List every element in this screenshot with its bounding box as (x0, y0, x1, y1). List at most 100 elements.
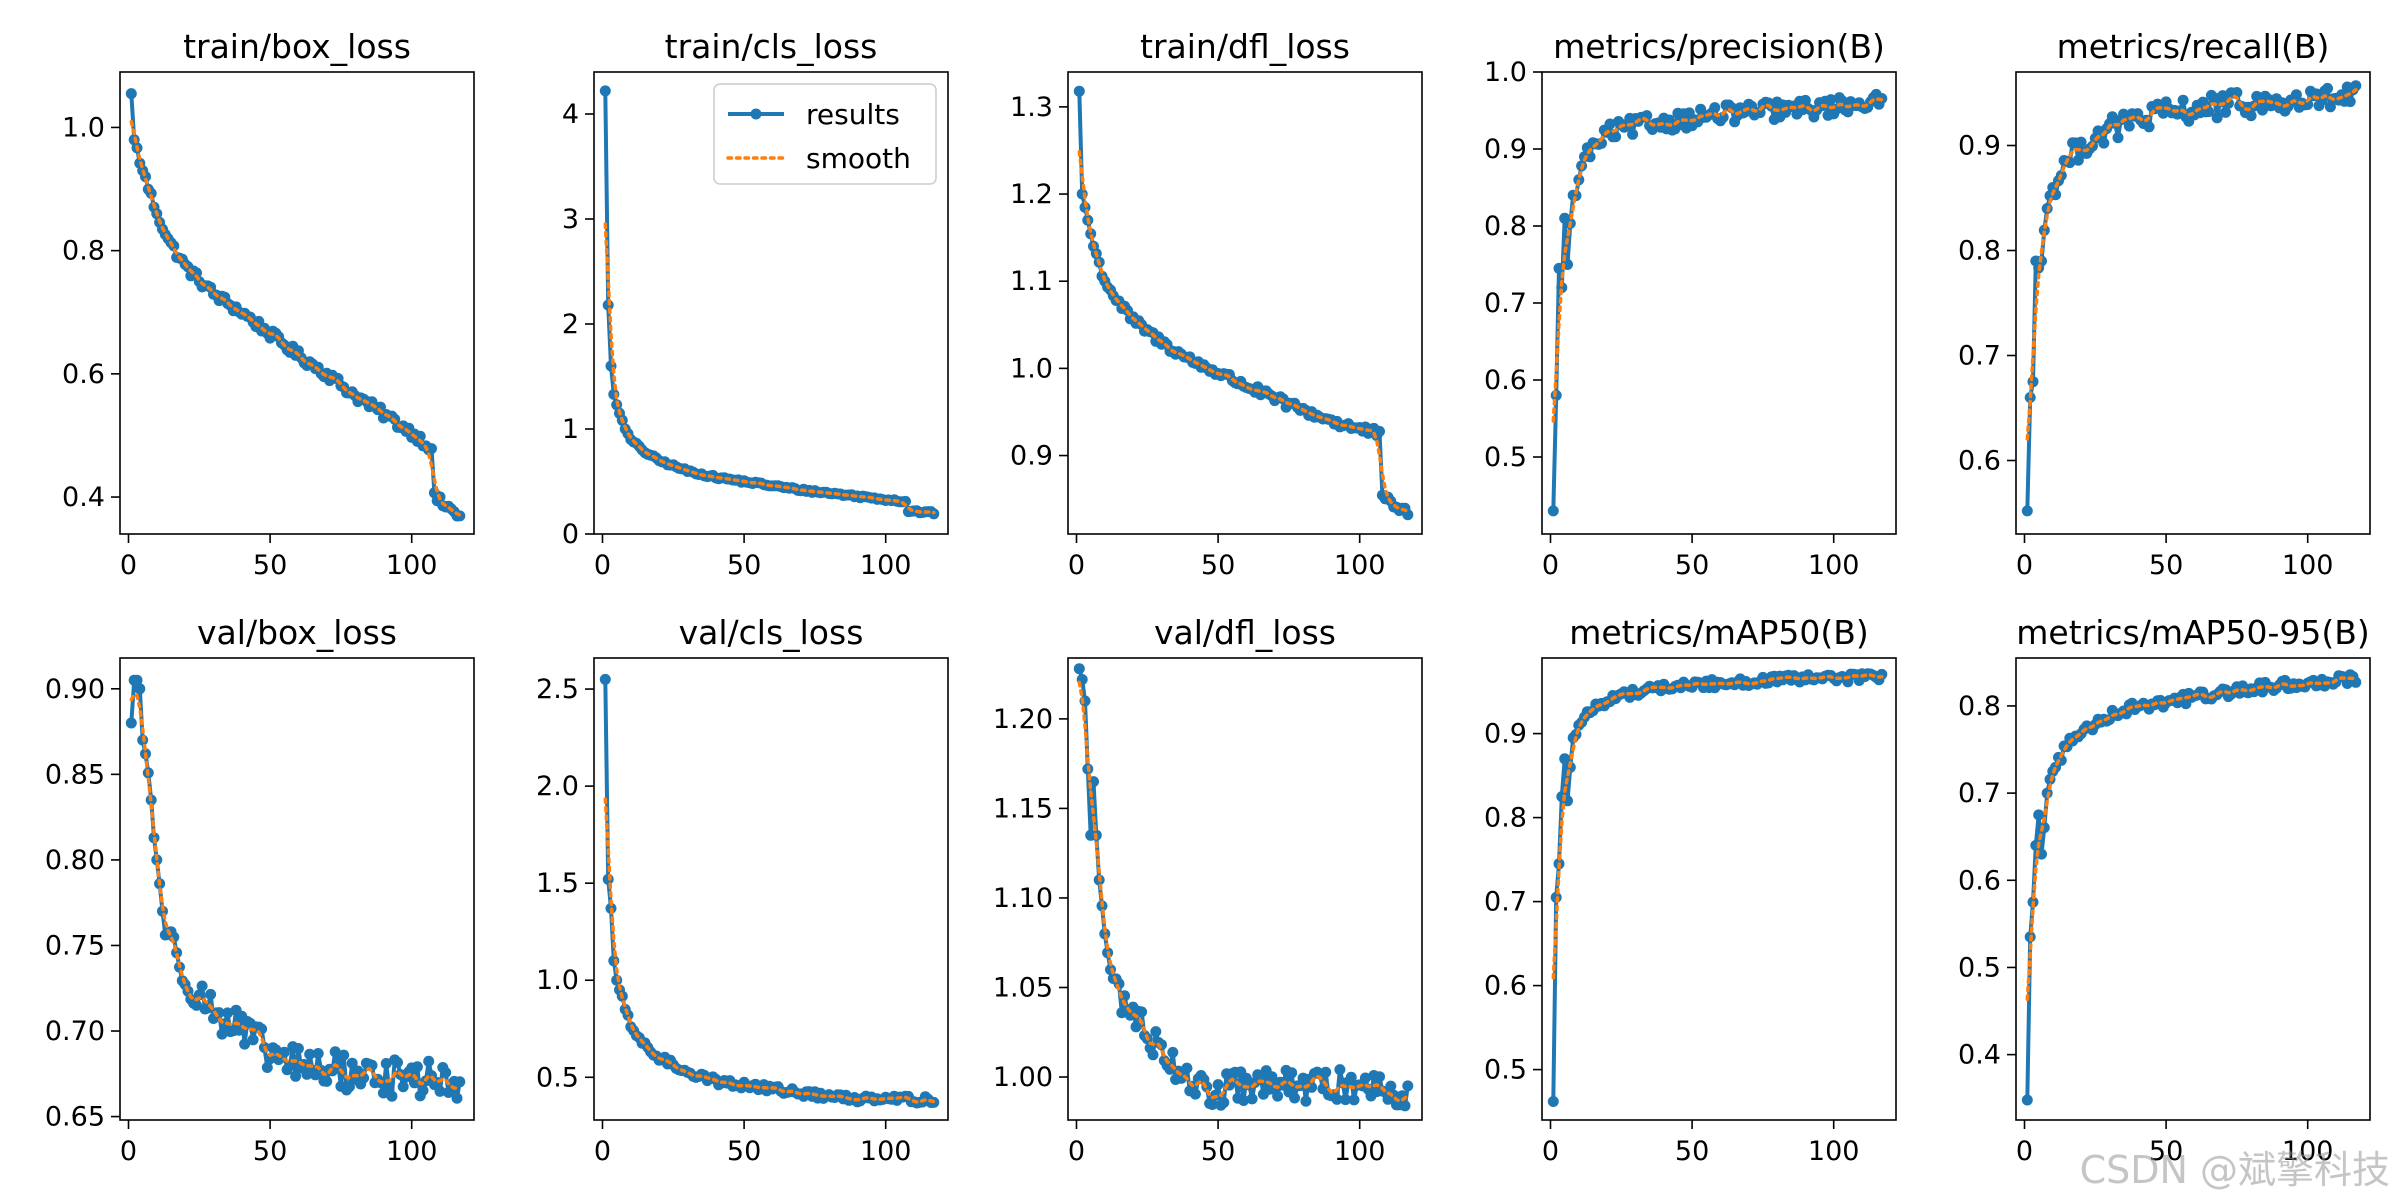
x-tick-label: 0 (2016, 1136, 2033, 1167)
results-point (386, 1090, 398, 1102)
y-tick-label: 0.85 (45, 759, 105, 790)
results-point (312, 1048, 324, 1059)
x-tick-label: 100 (860, 550, 912, 581)
results-point (1136, 1006, 1148, 1018)
results-point (2222, 97, 2234, 109)
x-tick-label: 0 (594, 1136, 611, 1167)
smooth-line (1551, 97, 1884, 423)
results-point (247, 1034, 259, 1046)
chart-train-box-loss: train/box_loss 0 50 100 0.4 0.6 0.8 1.0 (62, 27, 475, 581)
x-tick-label: 100 (1808, 550, 1860, 581)
y-tick-label: 0.5 (1958, 952, 2001, 983)
results-point (451, 1092, 463, 1104)
y-tick-label: 1 (562, 414, 579, 445)
chart-title: train/cls_loss (665, 27, 878, 66)
x-tick-label: 50 (253, 550, 287, 581)
results-point (2245, 110, 2257, 122)
results-point (261, 1062, 273, 1073)
x-tick-label: 50 (2149, 1136, 2183, 1167)
y-tick-label: 0.80 (45, 845, 105, 876)
y-tick-label: 1.2 (1010, 179, 1053, 210)
y-tick-label: 1.15 (993, 793, 1053, 824)
results-point (125, 717, 137, 729)
results-point (1559, 753, 1571, 765)
chart-metrics-recall-b-: metrics/recall(B) 0 50 100 0.6 0.7 0.8 0.9 (1958, 27, 2371, 581)
results-point (1340, 1094, 1351, 1106)
x-tick-label: 50 (1675, 1136, 1709, 1167)
y-tick-label: 0.90 (45, 674, 105, 705)
results-point (1402, 1080, 1414, 1092)
axes-frame (593, 657, 949, 1121)
results-point (131, 674, 143, 686)
results-point (1627, 128, 1639, 140)
axes-frame (119, 71, 475, 535)
results-point (1289, 1092, 1301, 1104)
x-tick-label: 100 (1334, 1136, 1386, 1167)
x-tick-label: 0 (120, 550, 137, 581)
y-tick-label: 0.6 (1484, 365, 1527, 396)
results-point (397, 1081, 409, 1093)
y-tick-label: 0.9 (1010, 441, 1053, 472)
results-point (1359, 1072, 1371, 1084)
y-tick-label: 0.7 (1484, 288, 1527, 319)
results-point (1556, 282, 1568, 294)
results-point (304, 1048, 316, 1060)
results-point (1825, 94, 1837, 106)
y-tick-label: 2 (562, 309, 579, 340)
results-point (1212, 1079, 1224, 1091)
results-point (454, 1076, 466, 1088)
results-point (417, 1085, 429, 1096)
y-tick-label: 0.6 (62, 359, 105, 390)
y-tick-label: 0.9 (1484, 719, 1527, 750)
plot-area (1073, 663, 1414, 1112)
results-point (1709, 102, 1721, 114)
results-point (2302, 99, 2314, 110)
results-point (239, 1038, 251, 1050)
chart-metrics-map50-b-: metrics/mAP50(B) 0 50 100 0.5 0.6 0.7 0.8 0.9 (1484, 613, 1897, 1167)
y-tick-label: 1.3 (1010, 92, 1053, 123)
y-tick-label: 0.9 (1484, 134, 1527, 165)
y-tick-label: 0.70 (45, 1016, 105, 1047)
results-point (392, 1056, 403, 1068)
results-point (608, 955, 620, 967)
axes-frame (2015, 657, 2371, 1121)
results-point (2217, 90, 2229, 102)
x-tick-label: 0 (594, 550, 611, 581)
results-point (1547, 1096, 1559, 1107)
legend-smooth-label: smooth (806, 142, 911, 175)
axes-frame (1067, 657, 1423, 1121)
y-tick-label: 1.05 (993, 972, 1053, 1003)
results-point (1754, 107, 1766, 119)
results-point (2021, 505, 2033, 517)
results-point (222, 1007, 234, 1019)
y-tick-label: 0.7 (1958, 341, 2001, 372)
y-tick-label: 0.8 (62, 236, 105, 267)
chart-title: metrics/recall(B) (2057, 27, 2330, 66)
smooth-line (603, 797, 936, 1104)
smooth-line (129, 119, 462, 517)
results-point (2322, 82, 2333, 94)
x-tick-label: 50 (253, 1136, 287, 1167)
results-point (191, 267, 202, 279)
axes-frame (1541, 657, 1897, 1121)
results-point (1206, 1099, 1218, 1110)
plot-area (125, 88, 466, 522)
results-point (329, 1046, 341, 1058)
results-point (2143, 121, 2155, 133)
smooth-line (603, 222, 936, 515)
results-point (1266, 1071, 1278, 1083)
results-point (2177, 94, 2189, 106)
results-point (2098, 137, 2110, 149)
results-point (1334, 1064, 1346, 1076)
x-tick-label: 100 (1808, 1136, 1860, 1167)
results-point (2211, 112, 2223, 124)
axes-frame (593, 71, 949, 535)
results-point (2256, 104, 2268, 116)
results-point (2033, 809, 2045, 821)
results-point (599, 85, 611, 97)
x-tick-label: 50 (1675, 550, 1709, 581)
y-tick-label: 0.7 (1484, 887, 1527, 918)
chart-title: train/dfl_loss (1140, 27, 1350, 66)
y-tick-label: 1.0 (1484, 57, 1527, 88)
y-tick-label: 2.5 (536, 674, 579, 705)
